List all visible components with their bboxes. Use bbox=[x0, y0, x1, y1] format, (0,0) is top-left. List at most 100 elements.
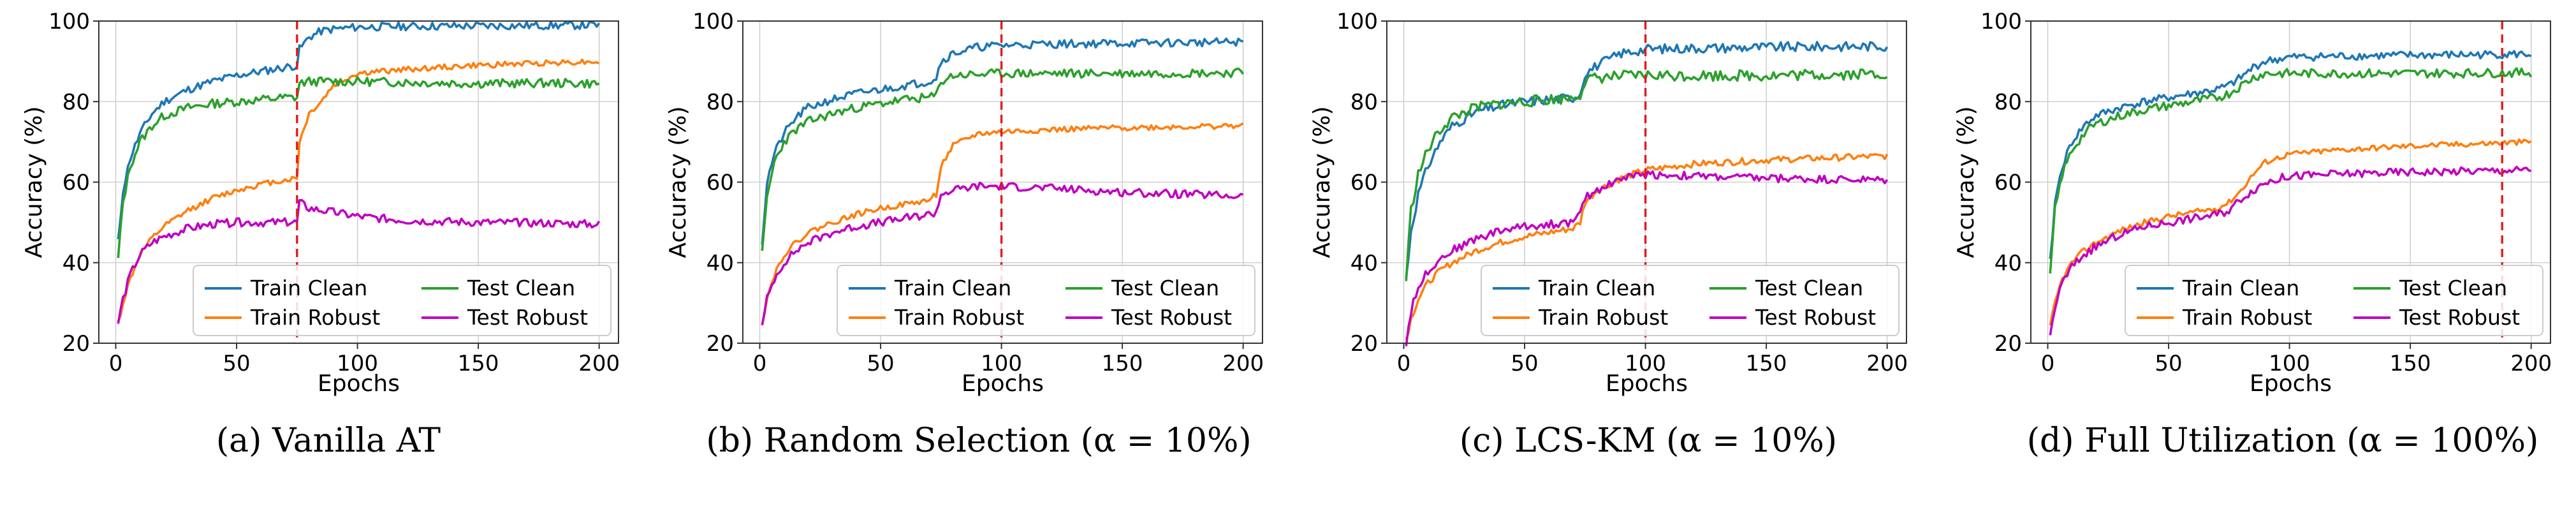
x-tick-label: 0 bbox=[109, 351, 123, 376]
x-tick-label: 50 bbox=[1511, 351, 1538, 376]
y-tick-label: 20 bbox=[1994, 331, 2022, 357]
series-lines bbox=[117, 20, 601, 324]
legend: Train Clean Test Clean Train Robust Test Ro… bbox=[837, 265, 1255, 336]
y-tick-label: 20 bbox=[62, 331, 90, 357]
subfigure-caption: (b) Random Selection (α = 10%) bbox=[706, 422, 1251, 460]
series-line-train-robust bbox=[1405, 152, 1889, 340]
y-tick-label: 60 bbox=[706, 170, 734, 196]
legend-entry: Train Robust bbox=[250, 305, 380, 330]
y-tick-label: 80 bbox=[706, 89, 734, 115]
series-line-test-clean bbox=[761, 67, 1245, 251]
x-axis-label: Epochs bbox=[318, 371, 400, 397]
x-axis-label: Epochs bbox=[1606, 371, 1688, 397]
series-lines bbox=[761, 37, 1245, 326]
series-line-test-robust bbox=[2049, 165, 2532, 336]
series-line-test-clean bbox=[1405, 68, 1888, 281]
y-tick-label: 60 bbox=[1994, 170, 2022, 196]
series-line-train-robust bbox=[117, 58, 600, 322]
y-tick-label: 40 bbox=[62, 251, 90, 276]
x-tick-label: 50 bbox=[223, 351, 250, 376]
series-line-test-clean bbox=[117, 76, 600, 258]
x-axis-label: Epochs bbox=[2250, 371, 2332, 397]
legend-entry: Test Robust bbox=[1755, 305, 1876, 330]
x-tick-label: 200 bbox=[2510, 351, 2552, 376]
y-tick-label: 40 bbox=[1350, 251, 1378, 276]
x-tick-label: 0 bbox=[2041, 351, 2055, 376]
legend-entry: Train Robust bbox=[1538, 305, 1668, 330]
y-tick-label: 80 bbox=[1350, 89, 1378, 115]
y-tick-label: 40 bbox=[706, 251, 734, 276]
y-axis-label: Accuracy (%) bbox=[1953, 106, 1979, 258]
series-line-train-robust bbox=[2049, 138, 2532, 326]
legend-entry: Test Clean bbox=[2399, 276, 2507, 300]
legend-entry: Train Clean bbox=[1538, 276, 1655, 300]
subfigure-caption: (a) Vanilla AT bbox=[216, 422, 441, 460]
legend-box bbox=[193, 265, 611, 336]
x-tick-label: 50 bbox=[2155, 351, 2182, 376]
legend: Train Clean Test Clean Train Robust Test Ro… bbox=[1481, 265, 1899, 336]
y-tick-label: 60 bbox=[1350, 170, 1378, 196]
y-tick-label: 40 bbox=[1994, 251, 2022, 276]
legend: Train Clean Test Clean Train Robust Test Ro… bbox=[193, 265, 611, 336]
series-line-test-robust bbox=[117, 198, 601, 324]
legend-entry: Test Robust bbox=[1111, 305, 1232, 330]
series-line-test-clean bbox=[2049, 67, 2533, 274]
series-line-train-clean bbox=[761, 37, 1244, 245]
legend-entry: Train Clean bbox=[894, 276, 1011, 300]
y-tick-label: 100 bbox=[1980, 9, 2022, 34]
x-tick-label: 100 bbox=[1625, 351, 1666, 376]
series-line-test-robust bbox=[761, 181, 1244, 325]
legend-entry: Train Clean bbox=[2182, 276, 2299, 300]
legend-entry: Test Robust bbox=[2399, 305, 2520, 330]
series-line-test-robust bbox=[1405, 170, 1889, 346]
x-tick-label: 100 bbox=[337, 351, 378, 376]
y-axis-label: Accuracy (%) bbox=[665, 106, 691, 258]
x-axis-label: Epochs bbox=[962, 371, 1044, 397]
x-tick-label: 100 bbox=[981, 351, 1022, 376]
legend-entry: Train Robust bbox=[2182, 305, 2312, 330]
series-line-train-clean bbox=[117, 20, 601, 240]
y-axis-label: Accuracy (%) bbox=[1309, 106, 1335, 258]
series-line-train-robust bbox=[761, 122, 1244, 326]
y-tick-label: 80 bbox=[1994, 89, 2022, 115]
series-line-train-clean bbox=[1405, 41, 1889, 278]
y-tick-label: 20 bbox=[1350, 331, 1378, 357]
x-tick-label: 150 bbox=[2390, 351, 2431, 376]
series-lines bbox=[1405, 41, 1889, 346]
legend: Train Clean Test Clean Train Robust Test Ro… bbox=[2125, 265, 2543, 336]
y-tick-label: 60 bbox=[62, 170, 90, 196]
legend-box bbox=[1481, 265, 1899, 336]
legend-box bbox=[2125, 265, 2543, 336]
x-tick-label: 0 bbox=[753, 351, 767, 376]
x-tick-label: 150 bbox=[1102, 351, 1143, 376]
x-tick-label: 150 bbox=[458, 351, 499, 376]
subfigure-caption: (c) LCS-KM (α = 10%) bbox=[1460, 422, 1837, 460]
legend-entry: Test Clean bbox=[1111, 276, 1219, 300]
x-tick-label: 200 bbox=[1222, 351, 1264, 376]
series-line-train-clean bbox=[2049, 50, 2532, 259]
x-tick-label: 200 bbox=[578, 351, 620, 376]
y-tick-label: 20 bbox=[706, 331, 734, 357]
subfigure-caption: (d) Full Utilization (α = 100%) bbox=[2027, 422, 2539, 460]
legend-entry: Test Robust bbox=[467, 305, 588, 330]
legend-entry: Test Clean bbox=[467, 276, 575, 300]
legend-entry: Train Robust bbox=[894, 305, 1024, 330]
x-tick-label: 150 bbox=[1746, 351, 1787, 376]
x-tick-label: 0 bbox=[1397, 351, 1411, 376]
y-tick-label: 100 bbox=[692, 9, 734, 34]
x-tick-label: 100 bbox=[2269, 351, 2310, 376]
y-tick-label: 100 bbox=[1336, 9, 1378, 34]
x-tick-label: 50 bbox=[867, 351, 894, 376]
x-tick-label: 200 bbox=[1866, 351, 1908, 376]
legend-entry: Train Clean bbox=[250, 276, 367, 300]
legend-box bbox=[837, 265, 1255, 336]
y-tick-label: 80 bbox=[62, 89, 90, 115]
y-tick-label: 100 bbox=[48, 9, 90, 34]
series-lines bbox=[2049, 50, 2533, 336]
y-axis-label: Accuracy (%) bbox=[21, 106, 47, 258]
